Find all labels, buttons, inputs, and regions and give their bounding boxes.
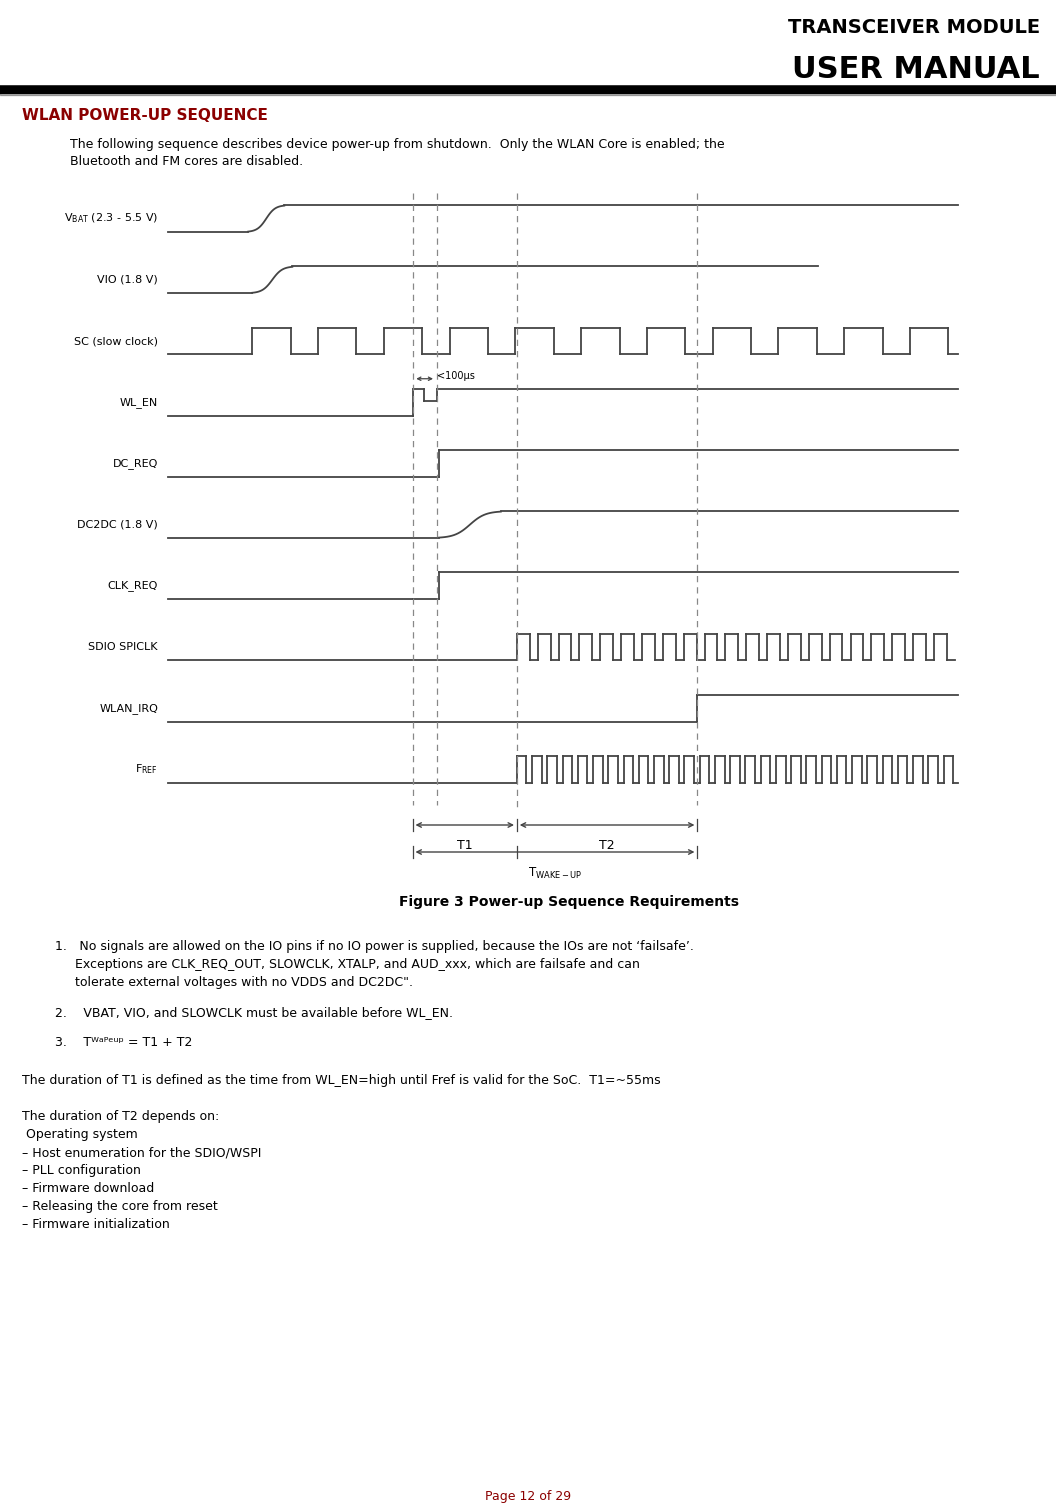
Text: 3.  Tᵂᵃᴾᵉᵘᵖ = T1 + T2: 3. Tᵂᵃᴾᵉᵘᵖ = T1 + T2 xyxy=(55,1037,192,1049)
Text: Operating system: Operating system xyxy=(22,1129,137,1141)
Text: USER MANUAL: USER MANUAL xyxy=(792,54,1040,85)
Text: Page 12 of 29: Page 12 of 29 xyxy=(485,1489,571,1503)
Text: 1. No signals are allowed on the IO pins if no IO power is supplied, because the: 1. No signals are allowed on the IO pins… xyxy=(55,940,694,954)
Text: – PLL configuration: – PLL configuration xyxy=(22,1163,140,1177)
Text: SC (slow clock): SC (slow clock) xyxy=(74,337,158,346)
Text: 2.  VBAT, VIO, and SLOWCLK must be available before WL_EN.: 2. VBAT, VIO, and SLOWCLK must be availa… xyxy=(55,1007,453,1019)
Text: – Releasing the core from reset: – Releasing the core from reset xyxy=(22,1200,218,1213)
Text: T2: T2 xyxy=(600,839,615,853)
Text: $\mathregular{F_{REF}}$: $\mathregular{F_{REF}}$ xyxy=(135,762,158,776)
Text: – Host enumeration for the SDIO/WSPI: – Host enumeration for the SDIO/WSPI xyxy=(22,1145,262,1159)
Text: <100μs: <100μs xyxy=(437,371,475,380)
Text: VIO (1.8 V): VIO (1.8 V) xyxy=(97,275,158,285)
Text: – Firmware initialization: – Firmware initialization xyxy=(22,1218,170,1231)
Text: WL_EN: WL_EN xyxy=(119,397,158,407)
Text: – Firmware download: – Firmware download xyxy=(22,1182,154,1195)
Text: WLAN POWER-UP SEQUENCE: WLAN POWER-UP SEQUENCE xyxy=(22,109,268,124)
Text: CLK_REQ: CLK_REQ xyxy=(108,581,158,592)
Text: Figure 3 Power-up Sequence Requirements: Figure 3 Power-up Sequence Requirements xyxy=(399,895,739,908)
Text: WLAN_IRQ: WLAN_IRQ xyxy=(99,703,158,714)
Text: DC2DC (1.8 V): DC2DC (1.8 V) xyxy=(77,519,158,530)
Text: The following sequence describes device power-up from shutdown.  Only the WLAN C: The following sequence describes device … xyxy=(70,137,724,151)
Text: SDIO SPI⁠CLK: SDIO SPI⁠CLK xyxy=(89,641,158,652)
Text: TRANSCEIVER MODULE: TRANSCEIVER MODULE xyxy=(788,18,1040,38)
Text: The duration of T2 depends on:: The duration of T2 depends on: xyxy=(22,1111,220,1123)
Text: The duration of T1 is defined as the time from WL_EN=high until Fref is valid fo: The duration of T1 is defined as the tim… xyxy=(22,1074,661,1086)
Text: $\mathregular{T_{WAKE-UP}}$: $\mathregular{T_{WAKE-UP}}$ xyxy=(528,866,582,881)
Text: tolerate external voltages with no VDDS and DC2DC".: tolerate external voltages with no VDDS … xyxy=(75,976,413,988)
Text: Exceptions are CLK_REQ_OUT, SLOWCLK, XTALP, and AUD_xxx, which are failsafe and : Exceptions are CLK_REQ_OUT, SLOWCLK, XTA… xyxy=(75,958,640,970)
Text: $\mathregular{V_{BAT}}$ (2.3 - 5.5 V): $\mathregular{V_{BAT}}$ (2.3 - 5.5 V) xyxy=(63,211,158,225)
Text: T1: T1 xyxy=(457,839,472,853)
Text: Bluetooth and FM cores are disabled.: Bluetooth and FM cores are disabled. xyxy=(70,155,303,167)
Text: DC_REQ: DC_REQ xyxy=(113,457,158,469)
